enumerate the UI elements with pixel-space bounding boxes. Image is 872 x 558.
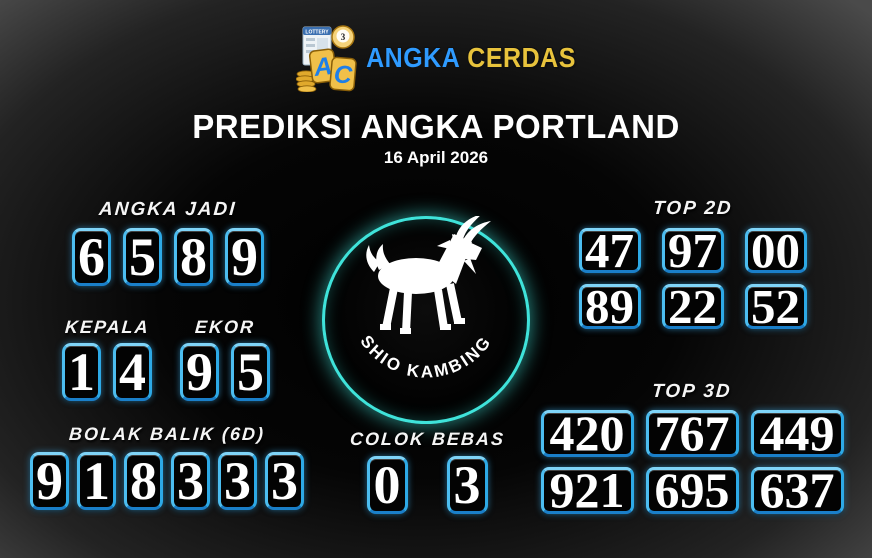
top-3d-value: 420 [540,408,634,458]
top-3d-value: 637 [750,465,844,515]
ekor-row: 9 5 [180,343,270,401]
top-2d-row-1: 47 97 00 [578,226,807,275]
top-2d-label: TOP 2D [652,198,734,219]
top-3d-value: 695 [645,465,739,515]
lottery-ball-icon: 3 [331,25,355,49]
top-2d-value: 97 [661,226,724,275]
colok-bebas-label: COLOK BEBAS [348,429,506,449]
ekor-digit: 5 [231,343,270,401]
top-3d-value: 449 [750,408,844,458]
kepala-label: KEPALA [63,317,151,337]
top-2d-value: 89 [578,282,641,331]
section-ekor: EKOR 9 5 [180,317,270,401]
top-2d-value: 22 [661,282,724,331]
shio-graphic: SHIO KAMBING [356,216,495,382]
bolak-balik-digit: 3 [265,452,304,510]
colok-bebas-digit: 3 [446,456,488,514]
ekor-digit: 9 [180,343,219,401]
angka-jadi-row: 6 5 8 9 [72,228,264,286]
section-top-3d: TOP 3D 420 767 449 921 695 637 [540,381,844,515]
prediction-date: 16 April 2026 [383,148,489,167]
top-3d-label: TOP 3D [651,381,733,402]
angka-jadi-digit: 6 [72,228,111,286]
bolak-balik-digit: 9 [30,452,69,510]
brand-wordmark: ANGKA CERDAS [366,42,576,74]
kepala-digit: 4 [113,343,152,401]
top-2d-value: 52 [744,282,807,331]
bolak-balik-digit: 3 [171,452,210,510]
goat-icon [366,216,491,334]
page-title: PREDIKSI ANGKA PORTLAND [192,108,680,145]
top-3d-row-1: 420 767 449 [540,408,844,458]
shio-circle [322,216,530,424]
brand-card-c: C [329,56,357,92]
brand-logo-icon: LOTTERY 3 A C [296,25,357,92]
bolak-balik-label: BOLAK BALIK (6D) [68,424,266,444]
svg-text:3: 3 [341,32,346,42]
bolak-balik-digit: 8 [124,452,163,510]
section-top-2d: TOP 2D 47 97 00 89 22 52 [578,198,807,331]
angka-jadi-label: ANGKA JADI [98,199,238,220]
brand-name-angka: ANGKA [366,41,461,74]
ekor-label: EKOR [194,317,256,337]
coins-icon [296,70,317,92]
kepala-digit: 1 [62,343,101,401]
section-angka-jadi: ANGKA JADI 6 5 8 9 [72,199,264,286]
kepala-row: 1 4 [62,343,152,401]
section-kepala: KEPALA 1 4 [62,317,152,401]
angka-jadi-digit: 9 [225,228,264,286]
shio-label: SHIO KAMBING [356,332,495,382]
colok-bebas-row: 0 3 [366,456,488,514]
top-3d-value: 921 [540,465,634,515]
top-2d-row-2: 89 22 52 [578,282,807,331]
top-2d-value: 00 [744,226,807,275]
section-bolak-balik: BOLAK BALIK (6D) 9 1 8 3 3 3 [30,424,304,510]
svg-text:A: A [312,52,334,82]
colok-bebas-digit: 0 [366,456,408,514]
bolak-balik-row: 9 1 8 3 3 3 [30,452,304,510]
angka-jadi-digit: 8 [174,228,213,286]
brand-logo: LOTTERY 3 A C ANGKA CERDAS [0,24,872,92]
svg-text:C: C [333,60,354,90]
angka-jadi-digit: 5 [123,228,162,286]
top-3d-value: 767 [645,408,739,458]
svg-text:LOTTERY: LOTTERY [306,30,330,36]
top-3d-row-2: 921 695 637 [540,465,844,515]
top-2d-value: 47 [578,226,641,275]
section-colok-bebas: COLOK BEBAS 0 3 [348,429,506,514]
bolak-balik-digit: 1 [77,452,116,510]
bolak-balik-digit: 3 [218,452,257,510]
brand-name-cerdas: CERDAS [467,41,576,74]
